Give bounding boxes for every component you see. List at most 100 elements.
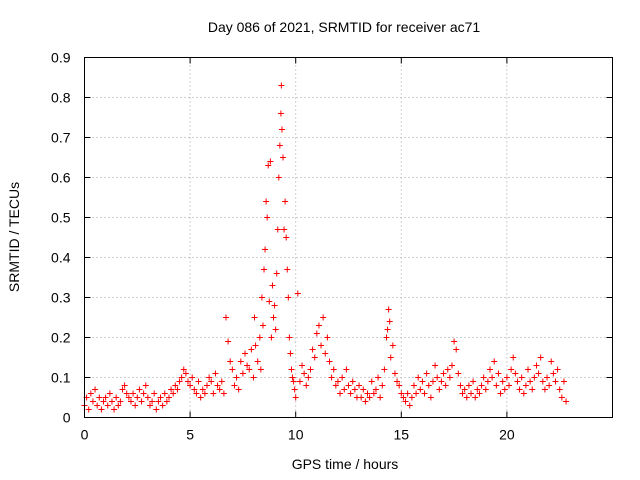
data-point bbox=[265, 162, 272, 169]
y-axis-label: SRMTID / TECUs bbox=[6, 182, 22, 292]
data-point bbox=[349, 378, 356, 385]
y-tick-label: 0.7 bbox=[51, 130, 71, 146]
data-point bbox=[242, 350, 249, 357]
data-point bbox=[482, 386, 489, 393]
data-point bbox=[161, 390, 168, 397]
data-point bbox=[322, 350, 329, 357]
data-point bbox=[423, 370, 430, 377]
data-point bbox=[404, 390, 411, 397]
data-point bbox=[174, 386, 181, 393]
data-point bbox=[444, 366, 451, 373]
data-point bbox=[257, 366, 264, 373]
data-point bbox=[282, 198, 289, 205]
data-point bbox=[432, 362, 439, 369]
data-point bbox=[159, 402, 166, 409]
data-point bbox=[201, 390, 208, 397]
data-point bbox=[281, 226, 288, 233]
data-point bbox=[541, 386, 548, 393]
data-point bbox=[311, 354, 318, 361]
data-point bbox=[385, 306, 392, 313]
data-point bbox=[262, 246, 269, 253]
data-point bbox=[248, 346, 255, 353]
data-point bbox=[108, 398, 115, 405]
data-point bbox=[487, 366, 494, 373]
data-point bbox=[263, 198, 270, 205]
data-point bbox=[244, 362, 251, 369]
data-point bbox=[391, 370, 398, 377]
data-point bbox=[463, 394, 470, 401]
data-point bbox=[294, 290, 301, 297]
data-point bbox=[489, 374, 496, 381]
data-point bbox=[351, 386, 358, 393]
data-point bbox=[539, 378, 546, 385]
data-point bbox=[220, 390, 227, 397]
data-point bbox=[94, 402, 101, 409]
y-tick-label: 0.3 bbox=[51, 290, 71, 306]
data-point bbox=[138, 398, 145, 405]
data-point bbox=[267, 158, 274, 165]
data-point bbox=[478, 382, 485, 389]
data-point bbox=[307, 366, 314, 373]
data-point bbox=[384, 326, 391, 333]
data-point bbox=[197, 394, 204, 401]
data-point bbox=[119, 386, 126, 393]
data-point bbox=[386, 318, 393, 325]
data-point bbox=[396, 382, 403, 389]
data-point bbox=[301, 370, 308, 377]
data-point bbox=[87, 390, 94, 397]
data-point bbox=[168, 386, 175, 393]
data-point bbox=[419, 378, 426, 385]
data-point bbox=[558, 394, 565, 401]
data-point bbox=[398, 390, 405, 397]
data-point bbox=[235, 386, 242, 393]
data-point bbox=[252, 342, 259, 349]
data-point bbox=[341, 386, 348, 393]
data-point bbox=[210, 390, 217, 397]
data-point bbox=[381, 366, 388, 373]
data-point bbox=[237, 358, 244, 365]
data-point bbox=[274, 226, 281, 233]
y-tick-label: 0.2 bbox=[51, 330, 71, 346]
chart-title: Day 086 of 2021, SRMTID for receiver ac7… bbox=[208, 19, 481, 35]
y-tick-label: 0.9 bbox=[51, 50, 71, 66]
data-point bbox=[425, 382, 432, 389]
data-point bbox=[239, 370, 246, 377]
data-point bbox=[180, 366, 187, 373]
data-point bbox=[343, 366, 350, 373]
data-point bbox=[313, 330, 320, 337]
data-point bbox=[250, 374, 257, 381]
data-point bbox=[278, 82, 285, 89]
data-point bbox=[440, 370, 447, 377]
data-point bbox=[345, 382, 352, 389]
data-point bbox=[140, 390, 147, 397]
data-point bbox=[442, 382, 449, 389]
data-point bbox=[514, 378, 521, 385]
data-point bbox=[476, 390, 483, 397]
data-point bbox=[193, 390, 200, 397]
data-point bbox=[415, 374, 422, 381]
data-point bbox=[563, 398, 570, 405]
data-point bbox=[474, 386, 481, 393]
data-point bbox=[537, 354, 544, 361]
data-point bbox=[535, 370, 542, 377]
y-tick-label: 0.1 bbox=[51, 370, 71, 386]
data-point bbox=[127, 398, 134, 405]
data-point bbox=[531, 374, 538, 381]
data-point bbox=[546, 382, 553, 389]
data-point bbox=[370, 390, 377, 397]
data-point bbox=[276, 142, 283, 149]
data-point bbox=[172, 382, 179, 389]
data-point bbox=[286, 334, 293, 341]
data-point bbox=[368, 378, 375, 385]
data-point bbox=[146, 402, 153, 409]
data-point bbox=[275, 174, 282, 181]
data-point bbox=[330, 366, 337, 373]
axis-ticks: 0 0.1 0.2 0.3 0.4 0.5 0.6 0.7 0.8 0.9 0 5 10 15 20 bbox=[51, 50, 613, 443]
data-point bbox=[522, 382, 529, 389]
data-point bbox=[518, 374, 525, 381]
data-point bbox=[497, 390, 504, 397]
y-tick-label: 0.5 bbox=[51, 210, 71, 226]
data-point bbox=[218, 378, 225, 385]
data-point bbox=[89, 398, 96, 405]
data-point bbox=[287, 350, 294, 357]
